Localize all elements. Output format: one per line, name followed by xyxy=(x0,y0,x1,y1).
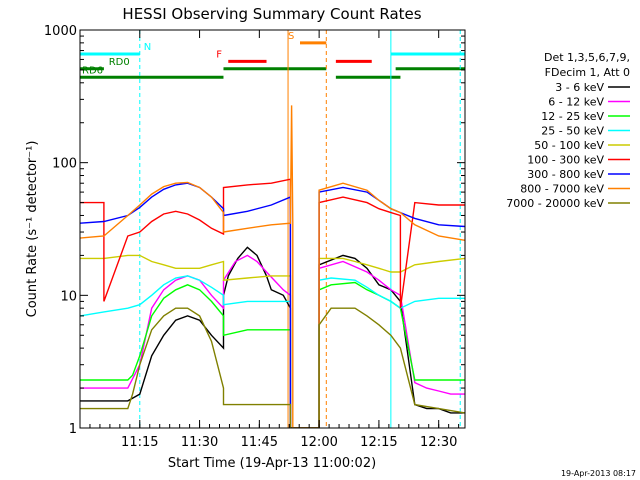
series-50-100-kev xyxy=(80,254,465,428)
series-7000-20000-kev xyxy=(80,307,465,428)
flag-label-s: S xyxy=(288,31,294,42)
legend: Det 1,3,5,6,7,9, FDecim 1, Att 0 3 - 6 k… xyxy=(506,51,630,210)
timestamp: 19-Apr-2013 08:17 xyxy=(561,469,636,478)
legend-label-6-12-kev: 6 - 12 keV xyxy=(548,96,604,109)
x-tick-label-12-00: 12:00 xyxy=(300,435,337,450)
y-axis-label: Count Rate (s⁻¹ detector⁻¹) xyxy=(25,141,40,318)
chart-title: HESSI Observing Summary Count Rates xyxy=(122,5,421,23)
plot-frame xyxy=(79,29,466,429)
x-tick-label-12-15: 12:15 xyxy=(360,435,397,450)
series-3-6-kev xyxy=(80,246,465,428)
x-tick-label-12-30: 12:30 xyxy=(420,435,457,450)
flag-label-rd0: RD0 xyxy=(109,57,130,68)
legend-label-3-6-kev: 3 - 6 keV xyxy=(555,81,604,94)
series-100-300-kev xyxy=(80,178,465,428)
y-tick-label-100: 100 xyxy=(52,157,77,172)
legend-label-800-7000-kev: 800 - 7000 keV xyxy=(520,183,604,196)
x-tick-label-11-30: 11:30 xyxy=(181,435,218,450)
x-tick-label-11-45: 11:45 xyxy=(241,435,278,450)
vertical-markers xyxy=(79,30,461,428)
legend-label-7000-20000-kev: 7000 - 20000 keV xyxy=(506,197,604,210)
legend-label-50-100-kev: 50 - 100 keV xyxy=(534,139,604,152)
y-tick-label-1: 1 xyxy=(69,422,77,437)
series-lines xyxy=(80,105,465,428)
legend-label-25-50-kev: 25 - 50 keV xyxy=(541,125,604,138)
flag-label-n: N xyxy=(144,42,151,53)
x-axis-label: Start Time (19-Apr-13 11:00:02) xyxy=(168,456,376,471)
legend-label-300-800-kev: 300 - 800 keV xyxy=(527,168,604,181)
series-25-50-kev xyxy=(80,275,465,428)
legend-header-line-2: FDecim 1, Att 0 xyxy=(545,66,630,79)
flag-label-f: F xyxy=(216,49,222,60)
x-tick-label-11-15: 11:15 xyxy=(121,435,158,450)
legend-header-line-1: Det 1,3,5,6,7,9, xyxy=(544,51,630,64)
y-axis-ticks: 1 10 100 1000 xyxy=(44,24,465,437)
flag-label-rd6: RD6 xyxy=(82,65,103,76)
legend-label-12-25-kev: 12 - 25 keV xyxy=(541,110,604,123)
x-axis-ticks: 11:15 11:30 11:45 12:00 12:15 12:30 xyxy=(79,30,460,450)
legend-label-100-300-kev: 100 - 300 keV xyxy=(527,154,604,167)
y-tick-label-10: 10 xyxy=(60,289,77,304)
flag-bars: N F S RD0 RD6 xyxy=(80,31,465,79)
series-6-12-kev xyxy=(80,254,465,428)
series-800-7000-kev xyxy=(80,105,465,428)
y-tick-label-1000: 1000 xyxy=(44,24,77,39)
